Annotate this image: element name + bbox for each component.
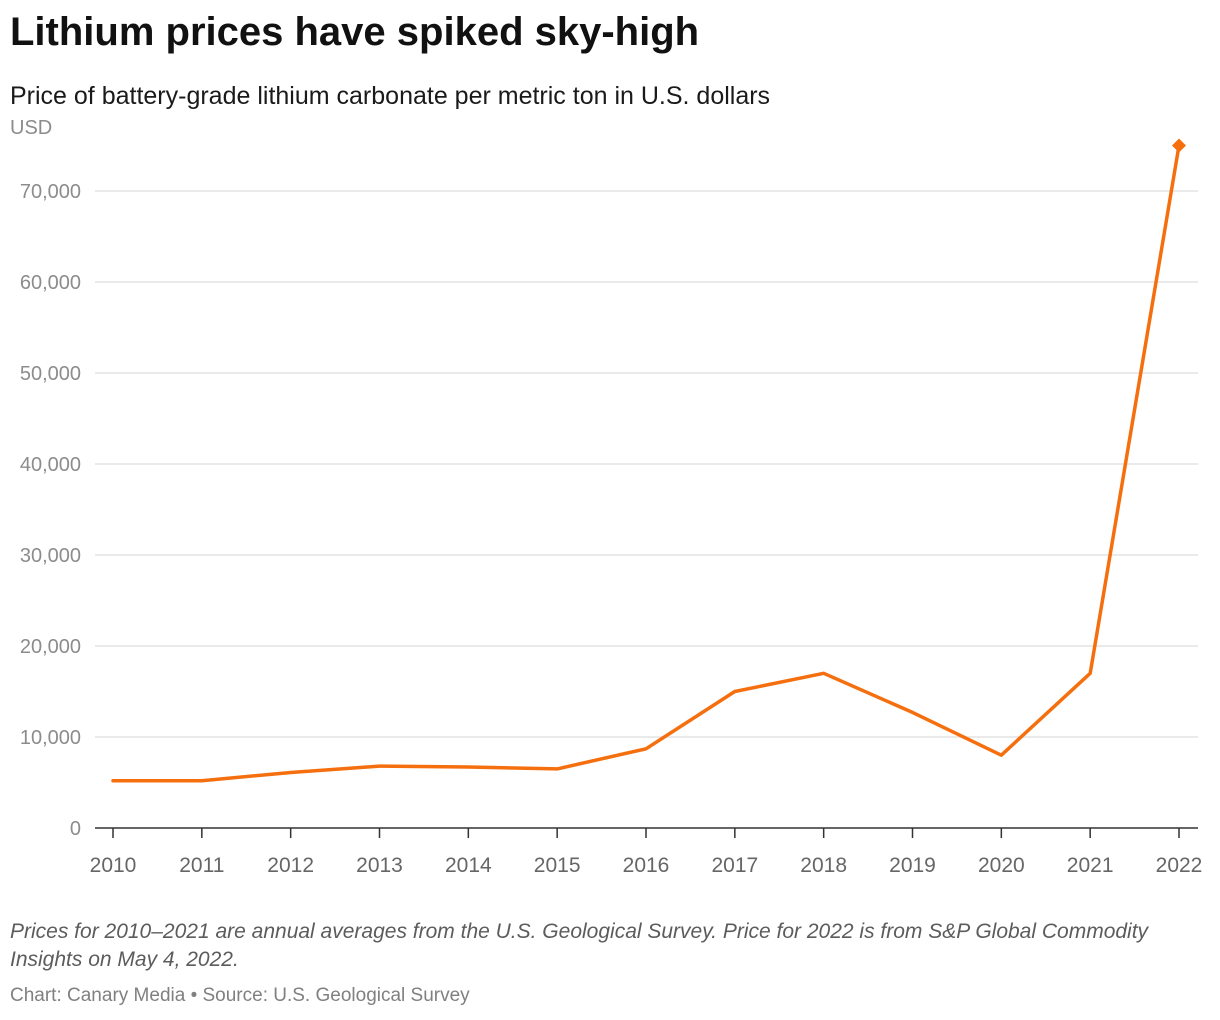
chart-subtitle: Price of battery-grade lithium carbonate… <box>10 82 771 110</box>
data-point <box>822 671 826 675</box>
y-tick-label: 10,000 <box>20 727 81 749</box>
x-axis: 2010 2011 2012 2013 2014 2015 2016 2017 2018 2019… <box>90 827 1203 877</box>
data-point <box>1088 671 1092 675</box>
series-line <box>111 143 1181 783</box>
x-tick-label: 2010 <box>90 854 137 877</box>
y-tick-label: 20,000 <box>20 636 81 658</box>
y-tick-label: 50,000 <box>20 363 81 385</box>
x-tick-label: 2016 <box>623 854 670 877</box>
data-point <box>466 765 470 769</box>
x-tick-label: 2021 <box>1067 854 1114 877</box>
y-tick-label: 60,000 <box>20 272 81 294</box>
data-point <box>644 747 648 751</box>
data-point <box>289 770 293 774</box>
data-point <box>111 779 115 783</box>
y-axis-unit-label: USD <box>10 117 52 139</box>
data-point <box>555 767 559 771</box>
x-tick-label: 2013 <box>356 854 403 877</box>
chart-note: Prices for 2010–2021 are annual averages… <box>10 920 1149 971</box>
y-tick-label: 0 <box>70 818 81 840</box>
price-series <box>111 138 1186 783</box>
y-tick-label: 70,000 <box>20 181 81 203</box>
data-point <box>911 710 915 714</box>
chart-credit: Chart: Canary Media • Source: U.S. Geolo… <box>10 985 470 1006</box>
data-point <box>999 753 1003 757</box>
x-tick-label: 2018 <box>800 854 847 877</box>
x-tick-label: 2017 <box>711 854 758 877</box>
x-tick-label: 2011 <box>179 854 224 877</box>
y-tick-label: 40,000 <box>20 454 81 476</box>
x-tick-label: 2014 <box>445 854 492 877</box>
highlight-point <box>1172 138 1186 153</box>
x-tick-label: 2022 <box>1156 854 1203 877</box>
data-point <box>200 779 204 783</box>
x-tick-label: 2020 <box>978 854 1025 877</box>
chart-title: Lithium prices have spiked sky-high <box>10 10 700 54</box>
y-tick-label: 30,000 <box>20 545 81 567</box>
gridlines: 0 10,000 20,000 30,000 40,000 50,000 60,000 70,… <box>20 181 1198 840</box>
data-point <box>733 690 737 694</box>
line-chart: 0 10,000 20,000 30,000 40,000 50,000 60,000 70,… <box>10 117 1203 877</box>
x-tick-label: 2019 <box>889 854 936 877</box>
data-point <box>378 764 382 768</box>
x-tick-label: 2015 <box>534 854 581 877</box>
x-tick-label: 2012 <box>267 854 314 877</box>
